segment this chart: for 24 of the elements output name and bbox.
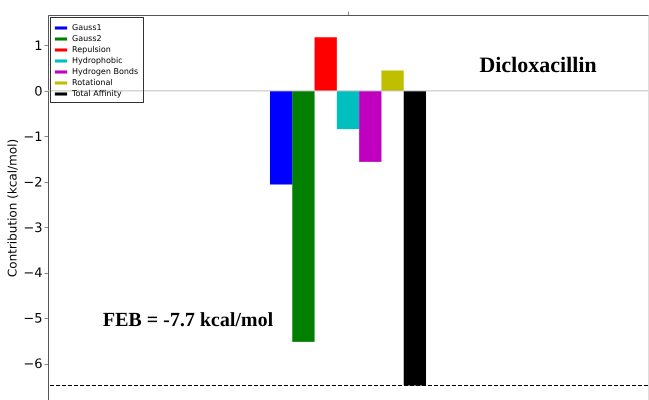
bar (336, 90, 360, 130)
y-tick-label: −4 (23, 266, 42, 282)
bar (359, 90, 382, 162)
y-tick-label: 1 (34, 38, 42, 54)
legend-label: Hydrogen Bonds (72, 67, 138, 76)
bar (292, 90, 315, 342)
legend-label: Hydrophobic (72, 56, 123, 65)
bar (381, 70, 404, 91)
bar (270, 90, 292, 185)
y-tick-label: −2 (23, 175, 42, 190)
y-tick-label: −5 (23, 312, 42, 327)
y-axis-title: Contribution (kcal/mol) (5, 138, 20, 278)
y-tick-label: −1 (23, 130, 42, 145)
legend-label: Total Affinity (71, 89, 122, 98)
legend-label: Rotational (72, 78, 113, 87)
legend-label: Repulsion (72, 45, 111, 54)
legend-label: Gauss2 (72, 34, 102, 43)
annotation: FEB = -7.7 kcal/mol (102, 309, 274, 331)
annotation: Dicloxacillin (479, 52, 597, 77)
y-tick-label: 0 (34, 84, 42, 100)
y-tick-label: −6 (23, 357, 42, 372)
bar (314, 37, 337, 91)
legend-label: Gauss1 (72, 23, 102, 32)
y-tick-label: −3 (23, 220, 42, 236)
